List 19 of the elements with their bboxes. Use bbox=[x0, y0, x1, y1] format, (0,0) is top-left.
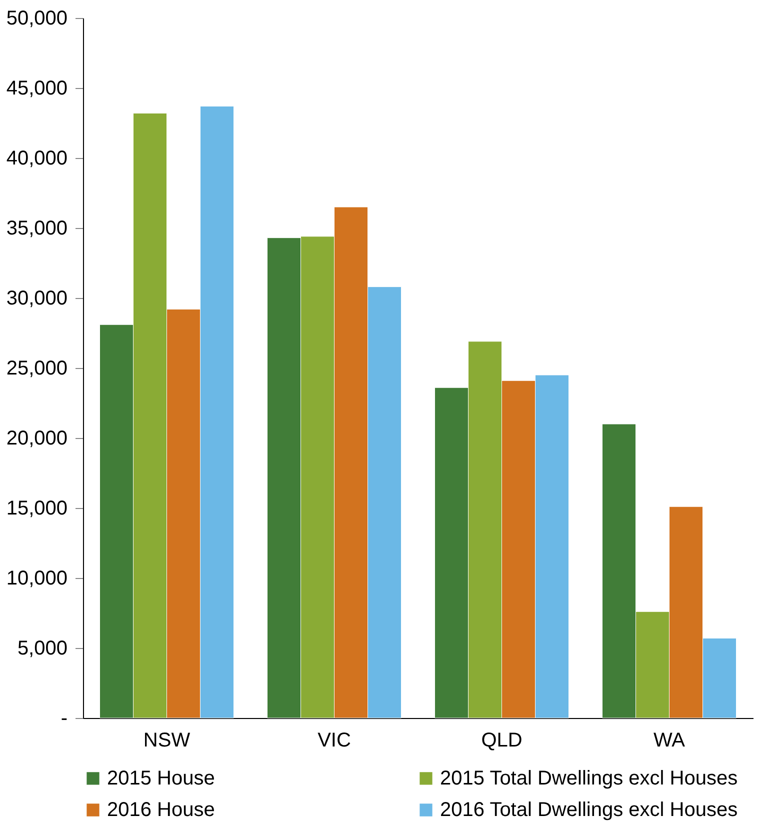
y-tick-label: 40,000 bbox=[6, 148, 68, 170]
y-tick-label: 20,000 bbox=[6, 428, 68, 450]
y-tick-label: 10,000 bbox=[6, 568, 68, 590]
legend-label: 2016 Total Dwellings excl Houses bbox=[440, 799, 738, 821]
y-tick-label: 30,000 bbox=[6, 288, 68, 310]
legend-label: 2016 House bbox=[107, 799, 215, 821]
legend-label: 2015 Total Dwellings excl Houses bbox=[440, 767, 738, 790]
y-tick-label: 45,000 bbox=[6, 78, 68, 100]
y-tick-label: 15,000 bbox=[6, 498, 68, 520]
legend-label: 2015 House bbox=[107, 767, 215, 790]
x-tick-label: WA bbox=[654, 730, 686, 752]
x-tick-label: VIC bbox=[318, 730, 351, 752]
x-tick-label: QLD bbox=[481, 730, 522, 752]
y-tick-label: 50,000 bbox=[6, 8, 68, 30]
y-tick-label: 25,000 bbox=[6, 358, 68, 380]
y-tick-label: 35,000 bbox=[6, 218, 68, 240]
y-tick-label: 5,000 bbox=[17, 638, 68, 660]
y-tick-label: - bbox=[60, 708, 68, 730]
x-tick-label: NSW bbox=[143, 730, 190, 752]
